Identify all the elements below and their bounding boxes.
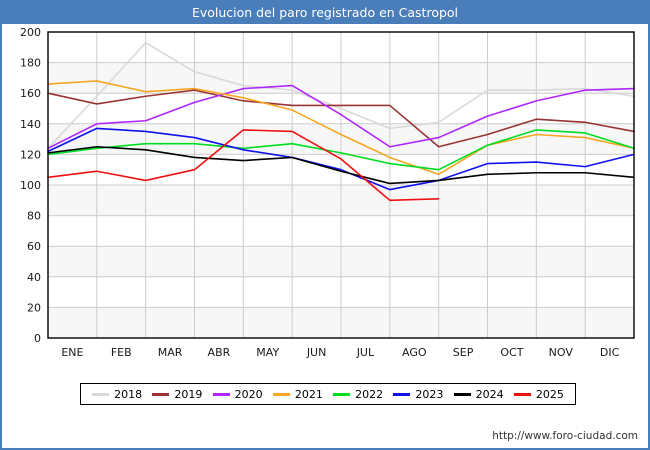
legend-item-2023[interactable]: 2023 xyxy=(393,388,443,401)
x-axis-tick-labels: ENE FEB MAR ABR MAY JUN JUL AGO SEP OCT NOV DIC xyxy=(61,346,619,359)
y-tick-label: 200 xyxy=(20,26,41,39)
legend-label: 2022 xyxy=(355,387,384,401)
x-tick-label-JUL: JUL xyxy=(356,346,375,359)
legend-swatch-icon xyxy=(152,392,170,396)
y-tick-label: 40 xyxy=(27,271,41,284)
x-tick-label-JUN: JUN xyxy=(306,346,327,359)
line-chart: 0 20 40 60 80 100 120 140 160 180 200 ENE FEB MAR ABR… xyxy=(20,26,635,359)
chart-canvas: 0 20 40 60 80 100 120 140 160 180 200 ENE FEB MAR ABR… xyxy=(2,24,648,364)
legend-label: 2025 xyxy=(535,387,564,401)
series-line-2024 xyxy=(47,145,635,185)
series-line-2020 xyxy=(47,84,635,150)
series-line-2018 xyxy=(47,41,635,150)
plot-frame xyxy=(47,31,635,339)
x-tick-label-MAR: MAR xyxy=(158,346,183,359)
y-tick-label: 60 xyxy=(27,240,41,253)
data-series-group xyxy=(47,41,635,202)
legend-item-2021[interactable]: 2021 xyxy=(272,387,323,401)
series-line-2023 xyxy=(47,127,635,191)
legend-item-2022[interactable]: 2022 xyxy=(333,388,383,401)
legend-swatch-icon xyxy=(212,392,230,396)
series-line-2022 xyxy=(47,129,635,171)
legend-item-2019[interactable]: 2019 xyxy=(152,388,202,401)
legend-swatch-icon xyxy=(513,392,531,396)
x-tick-label-ENE: ENE xyxy=(61,346,83,359)
legend-label: 2018 xyxy=(114,387,143,401)
legend-swatch-icon xyxy=(453,392,471,396)
y-tick-label: 160 xyxy=(20,87,41,100)
y-tick-label: 120 xyxy=(20,148,41,161)
x-tick-label-MAY: MAY xyxy=(256,346,279,359)
y-tick-label: 80 xyxy=(27,210,41,223)
legend-swatch-icon xyxy=(333,392,351,396)
y-axis-tick-labels: 0 20 40 60 80 100 120 140 160 180 200 xyxy=(20,26,41,345)
legend-label: 2021 xyxy=(294,387,323,401)
source-url: http://www.foro-ciudad.com xyxy=(492,430,638,442)
window-title-bar: Evolucion del paro registrado en Castrop… xyxy=(2,2,648,24)
x-tick-label-FEB: FEB xyxy=(111,346,132,359)
legend-label: 2019 xyxy=(174,387,203,401)
legend-item-2025[interactable]: 2025 xyxy=(513,387,564,401)
legend-swatch-icon xyxy=(393,392,411,396)
vertical-gridlines xyxy=(96,32,586,338)
series-line-2021 xyxy=(47,80,635,176)
series-line-2025 xyxy=(47,129,440,202)
chart-legend: 2018 2019 2020 2021 2022 2023 2024 2025 xyxy=(80,383,576,405)
y-tick-label: 140 xyxy=(20,118,41,131)
series-line-2019 xyxy=(47,89,635,148)
page-title: Evolucion del paro registrado en Castrop… xyxy=(191,5,459,20)
legend-item-2024[interactable]: 2024 xyxy=(453,387,504,401)
x-tick-label-OCT: OCT xyxy=(500,346,523,359)
x-tick-label-AGO: AGO xyxy=(402,346,427,359)
legend-label: 2024 xyxy=(475,387,504,401)
legend-swatch-icon xyxy=(92,392,110,396)
x-tick-label-ABR: ABR xyxy=(208,346,231,359)
y-tick-label: 180 xyxy=(20,57,41,70)
legend-item-2018[interactable]: 2018 xyxy=(92,388,142,401)
x-tick-label-DIC: DIC xyxy=(600,346,620,359)
y-tick-label: 0 xyxy=(34,332,41,345)
x-tick-label-SEP: SEP xyxy=(453,346,474,359)
y-tick-label: 100 xyxy=(20,179,41,192)
x-tick-label-NOV: NOV xyxy=(549,346,574,359)
legend-swatch-icon xyxy=(272,392,290,396)
y-tick-label: 20 xyxy=(27,301,41,314)
legend-label: 2020 xyxy=(234,387,263,401)
legend-label: 2023 xyxy=(415,387,444,401)
legend-item-2020[interactable]: 2020 xyxy=(212,387,263,401)
